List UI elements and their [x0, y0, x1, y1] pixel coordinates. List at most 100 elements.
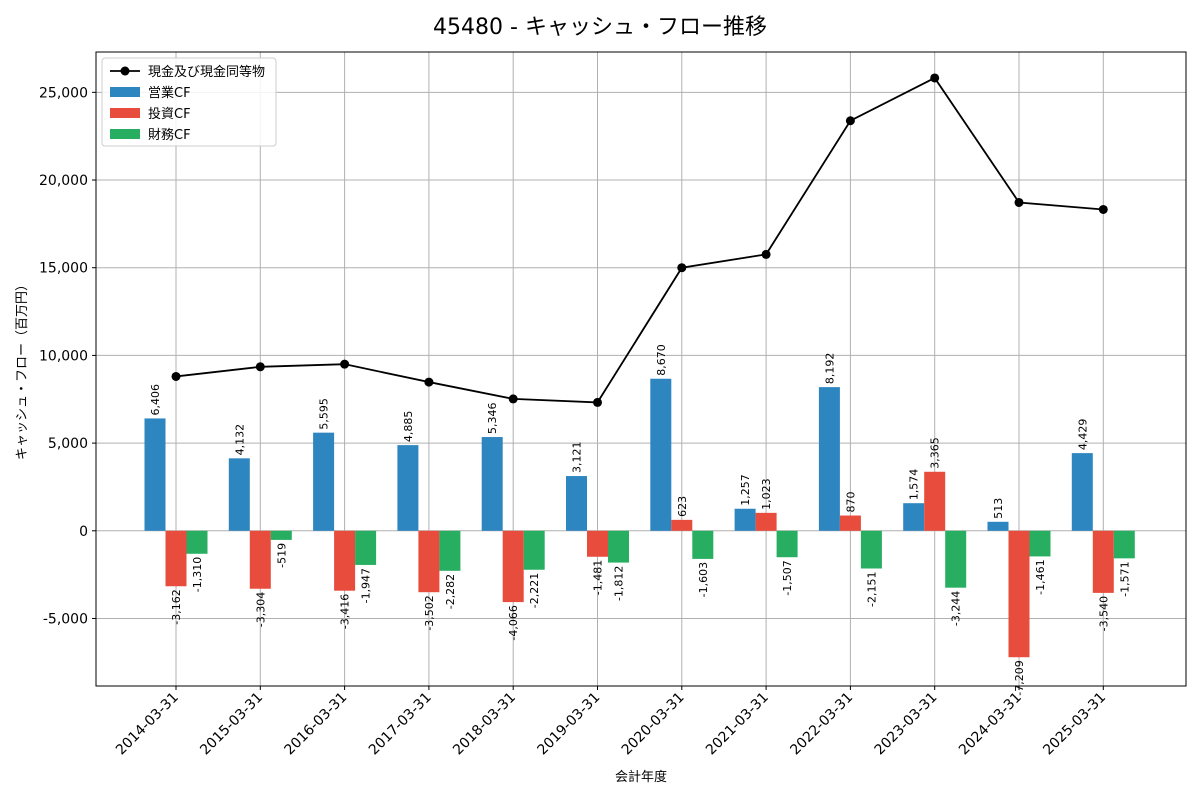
bar — [776, 530, 798, 558]
data-label: 3,365 — [929, 437, 942, 469]
cash-point — [593, 397, 602, 407]
plot-frame — [95, 51, 1187, 687]
legend-box — [101, 57, 277, 147]
data-label: 8,670 — [655, 344, 668, 376]
bar — [987, 521, 1009, 531]
cash-point — [1098, 204, 1108, 214]
cash-point — [677, 263, 687, 273]
bar — [945, 530, 967, 588]
cash-point — [340, 359, 350, 369]
bar — [1008, 530, 1030, 658]
data-label: -3,540 — [1097, 596, 1110, 631]
bar — [186, 530, 208, 554]
x-tick-label: 2022-03-31 — [787, 690, 856, 759]
data-label: -3,416 — [339, 594, 352, 629]
data-label: -1,603 — [697, 562, 710, 597]
x-tick-label: 2014-03-31 — [113, 690, 182, 759]
data-label: 870 — [844, 492, 857, 513]
data-label: -3,502 — [423, 595, 436, 630]
x-tick-label: 2018-03-31 — [450, 690, 519, 759]
cash-point — [171, 371, 181, 381]
bar — [839, 515, 861, 531]
grid — [96, 52, 1186, 686]
cash-point — [930, 73, 940, 83]
data-label: 513 — [992, 498, 1005, 519]
y-tick-label: 25,000 — [39, 85, 88, 101]
bar — [523, 530, 545, 570]
y-tick-label: 10,000 — [39, 348, 88, 364]
data-label: -7,209 — [1013, 660, 1026, 695]
x-tick-label: 2015-03-31 — [197, 690, 266, 759]
cash-point — [424, 377, 434, 387]
data-label: 6,406 — [149, 384, 162, 416]
x-tick-label: 2019-03-31 — [534, 690, 603, 759]
data-label: 623 — [676, 496, 689, 517]
legend-label: 現金及び現金同等物 — [148, 64, 265, 80]
cash-point — [508, 394, 518, 404]
data-label: 3,121 — [571, 442, 584, 474]
data-label: -2,282 — [444, 574, 457, 609]
x-tick-label: 2017-03-31 — [366, 690, 435, 759]
y-axis-label: キャッシュ・フロー（百万円） — [15, 278, 30, 460]
cash-point — [761, 249, 771, 259]
data-label: 1,023 — [760, 478, 773, 510]
bar — [334, 530, 356, 591]
legend-swatch — [110, 87, 140, 97]
bar — [355, 530, 377, 565]
bar — [418, 530, 440, 593]
bar — [144, 418, 166, 531]
bar — [1092, 530, 1114, 593]
data-label: -3,244 — [950, 591, 963, 626]
x-tick-label: 2024-03-31 — [956, 690, 1025, 759]
data-label: -4,066 — [507, 605, 520, 640]
data-label: -1,571 — [1118, 561, 1131, 596]
bar — [228, 458, 250, 531]
bar — [397, 445, 419, 531]
data-label: 4,132 — [233, 424, 246, 456]
bar — [903, 503, 925, 531]
legend-swatch — [110, 108, 140, 118]
bar — [313, 432, 335, 531]
bar — [249, 530, 271, 589]
cash-point — [845, 116, 855, 126]
legend-label: 投資CF — [148, 106, 191, 122]
data-label: -1,461 — [1034, 559, 1047, 594]
data-label: -1,507 — [781, 560, 794, 595]
y-tick-label: 20,000 — [39, 173, 88, 189]
data-label: 8,192 — [823, 353, 836, 385]
bar — [439, 530, 461, 571]
data-label: 4,429 — [1076, 419, 1089, 451]
y-tick-label: 0 — [79, 524, 88, 540]
data-label: -3,304 — [254, 592, 267, 627]
data-label: -2,151 — [865, 572, 878, 607]
data-label: 5,595 — [318, 398, 331, 430]
bar — [587, 530, 608, 557]
x-tick-label: 2021-03-31 — [703, 690, 772, 759]
y-tick-label: 5,000 — [48, 436, 88, 452]
x-axis-label: 会計年度 — [615, 769, 667, 785]
data-label: 4,885 — [402, 411, 415, 443]
y-tick-label: 15,000 — [39, 261, 88, 277]
data-labels: 6,406 4,132 5,595 4,885 5,346 3,121 8,670 1,257… — [149, 344, 1131, 695]
x-tick-label: 2023-03-31 — [872, 690, 941, 759]
data-label: 5,346 — [486, 403, 499, 435]
bar — [165, 530, 187, 587]
cash-line — [171, 73, 1108, 407]
data-label: -1,812 — [613, 566, 626, 601]
bar — [1071, 453, 1093, 531]
bar — [924, 471, 946, 531]
legend-marker — [120, 66, 130, 76]
bar — [1029, 530, 1051, 557]
data-label: 1,257 — [739, 474, 752, 506]
data-label: -519 — [275, 543, 288, 568]
x-axis: 2014-03-31 2015-03-31 2016-03-31 2017-03-31… — [113, 686, 1109, 758]
x-tick-label: 2016-03-31 — [282, 690, 351, 759]
bar — [1113, 530, 1135, 559]
data-label: -1,310 — [191, 557, 204, 592]
legend-label: 営業CF — [148, 85, 191, 101]
bar — [481, 437, 503, 531]
x-tick-label: 2020-03-31 — [619, 690, 688, 759]
bar — [755, 512, 777, 531]
data-label: 1,574 — [908, 469, 921, 501]
